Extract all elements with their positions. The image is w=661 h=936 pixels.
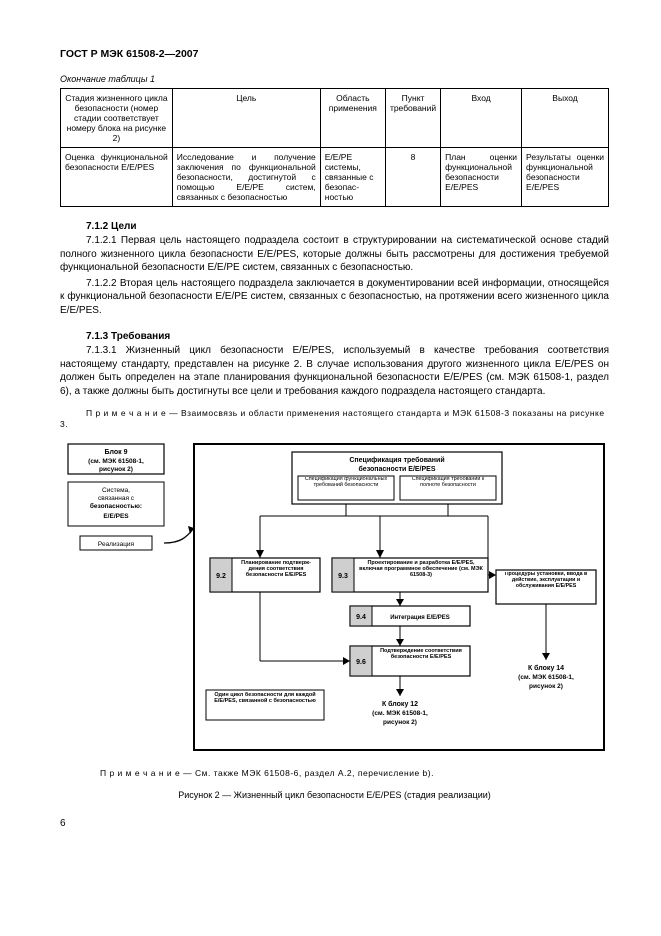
td-stage: Оценка функцио­нальной безопасности E/E/… (61, 148, 173, 207)
svg-text:связанная с: связанная с (98, 495, 135, 502)
svg-text:К блоку 14: К блоку 14 (528, 664, 564, 672)
para-7-1-2-2: 7.1.2.2 Вторая цель настоящего подраздел… (60, 277, 609, 318)
table-1: Стадия жизненного цикла безопасности (но… (60, 88, 609, 207)
para-7-1-2-1: 7.1.2.1 Первая цель настоящего подраздел… (60, 234, 609, 275)
th-obl: Область применения (320, 89, 385, 148)
svg-text:рисунок 2): рисунок 2) (529, 683, 563, 690)
table-header-row: Стадия жизненного цикла безопасности (но… (61, 89, 609, 148)
svg-text:безопасностью:: безопасностью: (90, 502, 142, 510)
svg-text:Блок 9: Блок 9 (104, 449, 127, 456)
heading-7-1-2: 7.1.2 Цели (86, 221, 609, 232)
svg-text:рисунок 2): рисунок 2) (99, 466, 133, 473)
td-goal: Исследование и полу­чение заключения по … (172, 148, 320, 207)
figure-2-svg: Блок 9 (см. МЭК 61508-1, рисунок 2) Сист… (60, 438, 609, 758)
svg-text:безопасности E/E/PES: безопасности E/E/PES (358, 465, 435, 473)
th-input: Вход (441, 89, 522, 148)
th-output: Выход (522, 89, 609, 148)
th-goal: Цель (172, 89, 320, 148)
heading-7-1-3: 7.1.3 Требования (86, 331, 609, 342)
svg-text:К блоку 12: К блоку 12 (382, 700, 418, 708)
svg-text:9.4: 9.4 (356, 614, 366, 621)
svg-text:9.2: 9.2 (216, 573, 226, 580)
svg-text:рисунок 2): рисунок 2) (383, 719, 417, 726)
svg-text:Система,: Система, (102, 487, 130, 494)
svg-text:Реализация: Реализация (98, 541, 135, 548)
svg-text:(см. МЭК 61508-1,: (см. МЭК 61508-1, (372, 710, 428, 717)
svg-text:9.6: 9.6 (356, 659, 366, 666)
note-1-text: П р и м е ч а н и е — Взаимосвязь и обла… (60, 408, 605, 429)
figure-note: П р и м е ч а н и е — См. также МЭК 6150… (100, 768, 609, 778)
td-output: Результаты оцен­ки функциональной безопа… (522, 148, 609, 207)
para-7-1-2-1-text: 7.1.2.1 Первая цель настоящего подраздел… (60, 235, 609, 273)
table-caption: Окончание таблицы 1 (60, 74, 609, 84)
td-obl: E/E/PE системы, связанные с безопас­ност… (320, 148, 385, 207)
para-7-1-3-1: 7.1.3.1 Жизненный цикл безопасности E/E/… (60, 344, 609, 398)
para-7-1-3-1-text: 7.1.3.1 Жизненный цикл безопасности E/E/… (60, 345, 609, 397)
svg-text:(см. МЭК 61508-1,: (см. МЭК 61508-1, (518, 674, 574, 681)
th-punkt: Пункт требований (385, 89, 440, 148)
note-1: П р и м е ч а н и е — Взаимосвязь и обла… (60, 408, 609, 430)
para-7-1-2-2-text: 7.1.2.2 Вторая цель настоящего подраздел… (60, 278, 609, 316)
svg-text:(см. МЭК 61508-1,: (см. МЭК 61508-1, (88, 458, 144, 465)
figure-2: Блок 9 (см. МЭК 61508-1, рисунок 2) Сист… (60, 438, 609, 758)
svg-text:9.3: 9.3 (338, 573, 348, 580)
doc-header: ГОСТ Р МЭК 61508-2—2007 (60, 48, 609, 60)
td-input: План оценки функ­циональной безопасности… (441, 148, 522, 207)
figure-caption: Рисунок 2 — Жизненный цикл безопасности … (60, 790, 609, 800)
th-stage: Стадия жизненного цикла безопасности (но… (61, 89, 173, 148)
page-number: 6 (60, 818, 609, 829)
svg-text:Интеграция E/E/PES: Интеграция E/E/PES (390, 615, 450, 621)
table-row: Оценка функцио­нальной безопасности E/E/… (61, 148, 609, 207)
td-punkt: 8 (385, 148, 440, 207)
svg-text:Спецификация требований: Спецификация требований (349, 456, 444, 464)
svg-text:E/E/PES: E/E/PES (103, 513, 129, 520)
